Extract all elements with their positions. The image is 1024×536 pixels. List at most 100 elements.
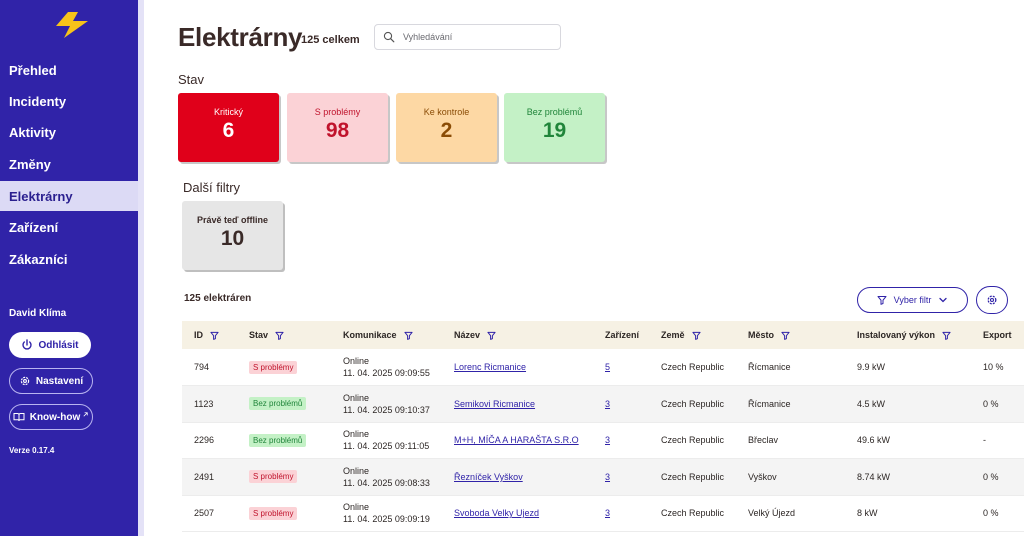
search-input[interactable] <box>403 32 553 42</box>
plant-name-link[interactable]: Semikovi Ricmanice <box>454 398 536 409</box>
plant-id: 2507 <box>194 508 215 519</box>
communication-time: 11. 04. 2025 09:10:37 <box>343 404 430 415</box>
sidebar-item-elektrarny[interactable]: Elektrárny <box>0 181 138 211</box>
plant-name-link[interactable]: Svoboda Velky Ujezd <box>454 508 540 519</box>
devices-count-link[interactable]: 3 <box>605 471 611 482</box>
sidebar-item-incidenty[interactable]: Incidenty <box>0 86 138 116</box>
cell-id: 2296 <box>182 422 237 459</box>
cell-status: S problémy <box>237 459 331 496</box>
plants-table: ID Stav Komunikace Název Zařízení Země Město In… <box>182 321 1024 532</box>
search-box[interactable] <box>374 24 561 50</box>
column-header-inner: Zařízení <box>605 330 639 340</box>
cell-name: Řezníček Vyškov <box>442 459 593 496</box>
table-row[interactable]: 2296 Bez problémů Online 11. 04. 2025 09:11… <box>182 422 1024 459</box>
column-header-country[interactable]: Země <box>649 321 736 349</box>
cell-devices: 3 <box>593 459 649 496</box>
column-header-label: Export <box>983 330 1012 340</box>
column-header-inner: Komunikace <box>343 330 413 340</box>
cell-city: Řícmanice <box>736 349 845 386</box>
column-filter-icon[interactable] <box>942 331 951 340</box>
cell-name: Svoboda Velky Ujezd <box>442 495 593 532</box>
sidebar-item-zarizeni[interactable]: Zařízení <box>0 212 138 242</box>
status-card-label: Bez problémů <box>526 107 583 117</box>
logout-button[interactable]: Odhlásit <box>9 332 91 358</box>
settings-label: Nastavení <box>35 375 84 387</box>
sidebar-item-prehled[interactable]: Přehled <box>0 55 138 85</box>
cell-communication: Online 11. 04. 2025 09:09:19 <box>331 495 442 532</box>
column-header-installed-power[interactable]: Instalovaný výkon <box>845 321 971 349</box>
column-header-label: Název <box>454 330 481 340</box>
communication-time: 11. 04. 2025 09:09:19 <box>343 514 430 525</box>
column-filter-icon[interactable] <box>210 331 219 340</box>
table-row[interactable]: 794 S problémy Online 11. 04. 2025 09:09:55… <box>182 349 1024 386</box>
cell-status: Bez problémů <box>237 386 331 423</box>
column-header-status[interactable]: Stav <box>237 321 331 349</box>
cell-export: 0 % <box>971 495 1024 532</box>
other-filters-label: Další filtry <box>183 180 241 195</box>
lightning-logo-icon[interactable] <box>54 12 90 38</box>
column-filter-icon[interactable] <box>781 331 790 340</box>
cell-communication: Online 11. 04. 2025 09:08:33 <box>331 459 442 496</box>
column-filter-icon[interactable] <box>403 331 413 340</box>
column-header-label: Instalovaný výkon <box>857 330 936 340</box>
settings-button[interactable]: Nastavení <box>9 368 93 394</box>
filter-card-offline[interactable]: Právě teď offline 10 <box>182 201 283 270</box>
column-filter-icon[interactable] <box>275 331 284 340</box>
column-header-name[interactable]: Název <box>442 321 593 349</box>
cell-country: Czech Republic <box>649 459 736 496</box>
status-card-to-check[interactable]: Ke kontrole 2 <box>396 93 497 162</box>
table-row[interactable]: 2491 S problémy Online 11. 04. 2025 09:08:3… <box>182 458 1024 496</box>
search-icon <box>383 31 395 43</box>
select-filter-button[interactable]: Vyber filtr <box>857 287 968 313</box>
knowhow-label: Know-how <box>29 411 81 423</box>
sidebar-item-zmeny[interactable]: Změny <box>0 149 138 179</box>
sidebar-item-label: Zařízení <box>9 219 59 235</box>
devices-count-link[interactable]: 5 <box>605 362 611 372</box>
installed-power: 9.9 kW <box>857 362 886 372</box>
column-filter-icon[interactable] <box>487 331 496 340</box>
column-header-id[interactable]: ID <box>182 321 237 349</box>
plant-name-link[interactable]: Lorenc Ricmanice <box>454 362 527 372</box>
cell-city: Břeclav <box>736 422 845 459</box>
table-row[interactable]: 2507 S problémy Online 11. 04. 2025 09:09:1… <box>182 495 1024 532</box>
column-header-communication[interactable]: Komunikace <box>331 321 442 349</box>
column-header-export[interactable]: Export <box>971 321 1024 349</box>
cell-id: 2491 <box>182 459 237 496</box>
status-card-critical[interactable]: Kritický 6 <box>178 93 279 162</box>
cell-name: M+H, MÍČA A HARAŠTA S.R.O <box>442 422 593 459</box>
filter-card-label: Právě teď offline <box>197 215 268 225</box>
devices-count-link[interactable]: 3 <box>605 398 611 409</box>
table-row[interactable]: 1123 Bez problémů Online 11. 04. 2025 09:10… <box>182 385 1024 423</box>
export: 0 % <box>983 471 999 482</box>
plant-name-link[interactable]: M+H, MÍČA A HARAŠTA S.R.O <box>454 435 579 446</box>
cell-id: 2507 <box>182 495 237 532</box>
cell-name: Lorenc Ricmanice <box>442 349 593 386</box>
logout-label: Odhlásit <box>38 339 79 351</box>
column-header-label: Stav <box>249 330 269 340</box>
cell-city: Velký Újezd <box>736 495 845 532</box>
status-card-ok[interactable]: Bez problémů 19 <box>504 93 605 162</box>
devices-count-link[interactable]: 3 <box>605 508 611 519</box>
column-header-inner: Země <box>661 330 701 340</box>
knowhow-button[interactable]: Know-how <box>9 404 93 430</box>
sidebar-divider <box>138 0 144 536</box>
sidebar-item-zakaznici[interactable]: Zákazníci <box>0 244 138 274</box>
gear-icon <box>987 295 997 305</box>
table-settings-button[interactable] <box>976 286 1008 314</box>
gear-icon <box>20 376 30 386</box>
plant-name-link[interactable]: Řezníček Vyškov <box>454 471 523 482</box>
devices-count-link[interactable]: 3 <box>605 435 611 446</box>
column-header-city[interactable]: Město <box>736 321 845 349</box>
status-card-problems[interactable]: S problémy 98 <box>287 93 388 162</box>
column-filter-icon[interactable] <box>691 331 701 340</box>
cell-export: 0 % <box>971 386 1024 423</box>
sidebar-item-label: Elektrárny <box>9 188 73 204</box>
city: Vyškov <box>748 471 777 482</box>
column-header-devices[interactable]: Zařízení <box>593 321 649 349</box>
cell-status: S problémy <box>237 495 331 532</box>
sidebar-item-aktivity[interactable]: Aktivity <box>0 117 138 147</box>
plant-id: 2296 <box>194 435 215 446</box>
plant-id: 1123 <box>194 398 214 409</box>
installed-power: 4.5 kW <box>857 398 886 409</box>
column-header-label: Město <box>748 330 775 340</box>
